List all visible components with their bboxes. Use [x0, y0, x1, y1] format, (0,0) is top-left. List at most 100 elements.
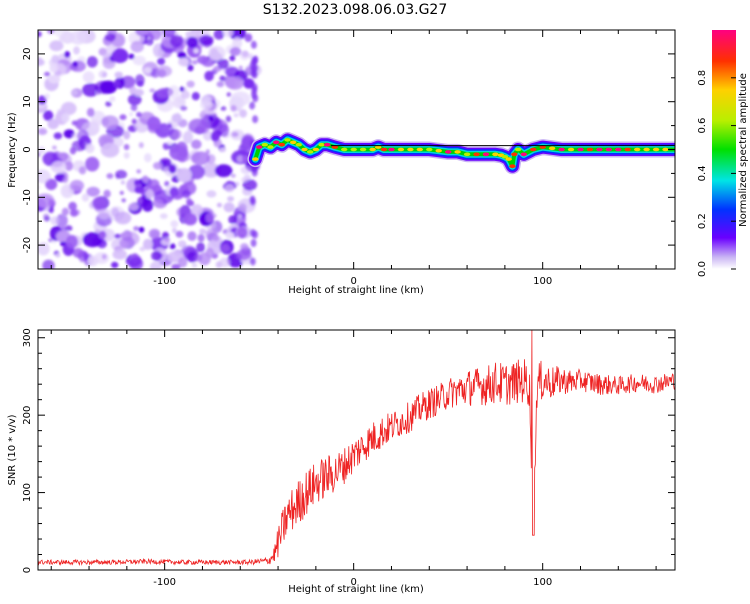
noise-blob [85, 156, 100, 172]
noise-blob [138, 142, 144, 149]
noise-blob [236, 227, 248, 239]
noise-blob [72, 90, 78, 95]
noise-blob [43, 215, 51, 222]
track-bead [520, 152, 527, 157]
noise-blob [70, 60, 86, 72]
spectrogram-xlabel: Height of straight line (km) [288, 285, 424, 296]
track-bead [295, 142, 302, 147]
track-bead [301, 147, 308, 152]
track-bead [331, 145, 338, 149]
noise-blob [188, 118, 208, 134]
spectrogram-y-tick-label: -10 [22, 189, 33, 205]
noise-blob [142, 175, 149, 183]
noise-blob [213, 30, 225, 40]
noise-blob [72, 61, 78, 67]
noise-blob [64, 51, 71, 58]
frequency-track [247, 131, 675, 175]
track-bead [473, 152, 480, 157]
track-bead [615, 147, 622, 152]
noise-blob [219, 257, 231, 268]
noise-blob [98, 70, 108, 79]
noise-blob [119, 114, 127, 121]
noise-blob [157, 57, 166, 65]
noise-blob [103, 189, 111, 198]
noise-blob [164, 180, 170, 187]
track-bead [530, 147, 537, 152]
noise-blob [77, 129, 89, 143]
noise-blob [130, 40, 144, 53]
track-bead [463, 152, 471, 157]
noise-blob [48, 74, 61, 84]
noise-blob [231, 131, 239, 137]
noise-blob [230, 105, 237, 112]
track-bead [267, 145, 274, 149]
track-bead [341, 147, 348, 152]
noise-blob [246, 207, 252, 213]
noise-blob [240, 166, 252, 175]
figure-title: S132.2023.098.06.03.G27 [263, 2, 448, 18]
noise-blob [208, 57, 215, 63]
noise-blob [101, 115, 119, 129]
noise-blob [252, 115, 259, 124]
noise-blob [113, 79, 121, 88]
spectrogram-x-tick-label: 100 [533, 276, 552, 287]
noise-blob [240, 243, 249, 252]
noise-blob [199, 228, 207, 235]
noise-blob [134, 186, 144, 194]
track-bead [380, 147, 388, 152]
noise-blob [162, 30, 176, 38]
track-bead [416, 147, 423, 152]
noise-blob [248, 53, 254, 59]
noise-blob [205, 247, 215, 259]
noise-blob [86, 186, 100, 197]
noise-blob [45, 178, 58, 191]
noise-blob [172, 227, 177, 234]
noise-blob [61, 112, 70, 123]
noise-blob [203, 102, 218, 115]
noise-blob [219, 75, 226, 82]
snr-x-tick-label: -100 [153, 577, 176, 588]
snr-y-tick-label: 0 [22, 567, 33, 573]
noise-blob [112, 249, 127, 260]
noise-blob [147, 116, 161, 131]
noise-blob [249, 257, 256, 266]
track-bead [511, 152, 518, 157]
noise-blob [243, 174, 251, 181]
noise-blob [106, 173, 114, 179]
noise-blob [38, 146, 45, 154]
colorbar-tick-label: 0.8 [697, 70, 708, 86]
noise-blob [197, 234, 205, 242]
noise-blob [225, 231, 235, 239]
noise-blob [234, 181, 240, 187]
noise-blob [62, 176, 69, 184]
noise-blob [145, 39, 154, 46]
noise-blob [98, 47, 108, 56]
noise-blob [169, 243, 176, 250]
noise-blob [48, 206, 54, 214]
track-bead [290, 140, 297, 145]
track-bead [652, 147, 660, 152]
noise-blob [251, 70, 258, 79]
noise-blob [210, 48, 219, 55]
spectrogram-y-tick-label: 0 [22, 146, 33, 152]
noise-blob [242, 179, 258, 191]
noise-blob [226, 92, 232, 97]
noise-blob [143, 67, 152, 74]
noise-blob [145, 189, 154, 200]
noise-blob [164, 237, 171, 242]
noise-blob [141, 198, 154, 212]
spectrogram-ylabel: Frequency (Hz) [7, 112, 18, 188]
noise-blob [229, 55, 236, 62]
noise-blob [191, 60, 198, 65]
noise-blob [250, 90, 257, 99]
noise-blob [136, 169, 142, 174]
noise-blob [43, 110, 54, 121]
noise-blob [180, 90, 190, 99]
noise-blob [123, 130, 131, 140]
colorbar-ticks: 0.0 0.2 0.4 0.6 0.8 [697, 70, 736, 277]
noise-blob [135, 30, 151, 37]
noise-blob [128, 203, 139, 211]
noise-blob [182, 151, 188, 157]
